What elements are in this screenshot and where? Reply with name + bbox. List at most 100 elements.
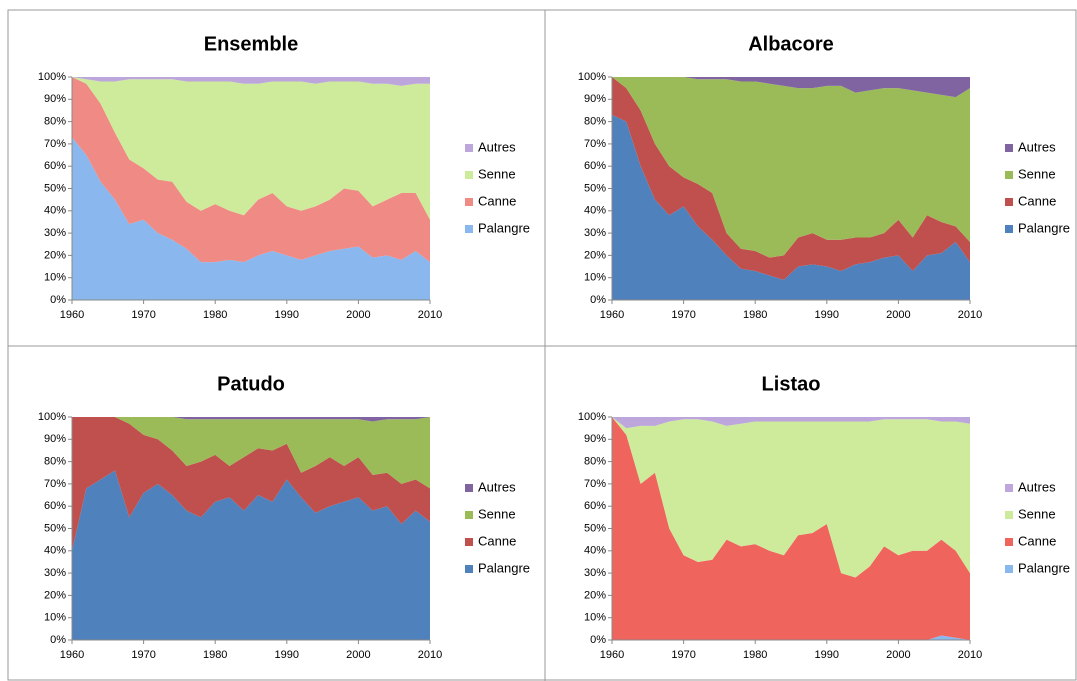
- legend-swatch: [465, 565, 473, 573]
- chart-title: Patudo: [217, 373, 285, 395]
- y-tick-label: 80%: [44, 116, 66, 128]
- x-tick-label: 2000: [346, 309, 370, 321]
- area: [612, 417, 970, 578]
- y-tick-label: 60%: [44, 160, 66, 172]
- x-tick-label: 2000: [886, 309, 910, 321]
- y-tick-label: 20%: [44, 589, 66, 601]
- legend-label: Canne: [478, 193, 516, 208]
- area: [612, 417, 970, 429]
- y-tick-label: 100%: [578, 71, 606, 83]
- legend-swatch: [1005, 144, 1013, 152]
- frame: [7, 9, 1077, 681]
- y-tick-label: 90%: [44, 93, 66, 105]
- area: [72, 470, 430, 640]
- legend-label: Autres: [478, 479, 516, 494]
- area: [72, 417, 430, 551]
- y-tick-label: 50%: [584, 522, 606, 534]
- y-tick-label: 100%: [38, 71, 66, 83]
- y-tick-label: 0%: [50, 294, 66, 306]
- y-tick-label: 30%: [44, 227, 66, 239]
- legend-swatch: [465, 484, 473, 492]
- y-tick-label: 10%: [584, 272, 606, 284]
- legend-swatch: [1005, 225, 1013, 233]
- y-tick-label: 30%: [584, 227, 606, 239]
- legend-label: Autres: [1018, 479, 1056, 494]
- legend-label: Palangre: [478, 220, 530, 235]
- x-tick-label: 2010: [958, 309, 982, 321]
- legend-label: Canne: [1018, 193, 1056, 208]
- x-tick-label: 1990: [275, 309, 299, 321]
- area: [612, 417, 970, 640]
- legend-label: Senne: [1018, 506, 1056, 521]
- y-tick-label: 60%: [44, 500, 66, 512]
- area: [72, 77, 430, 263]
- y-tick-label: 100%: [38, 411, 66, 423]
- x-tick-label: 1980: [203, 649, 227, 661]
- y-tick-label: 0%: [590, 634, 606, 646]
- chart-title: Albacore: [748, 33, 834, 55]
- x-tick-label: 1970: [131, 309, 155, 321]
- legend-label: Palangre: [1018, 560, 1070, 575]
- area: [72, 77, 430, 220]
- y-tick-label: 30%: [584, 567, 606, 579]
- area: [72, 77, 430, 86]
- chart-title: Ensemble: [204, 33, 298, 55]
- legend-swatch: [465, 144, 473, 152]
- y-tick-label: 80%: [584, 116, 606, 128]
- x-tick-label: 1970: [131, 649, 155, 661]
- x-tick-label: 1970: [671, 309, 695, 321]
- y-tick-label: 70%: [44, 138, 66, 150]
- x-tick-label: 2000: [346, 649, 370, 661]
- x-tick-label: 1990: [815, 309, 839, 321]
- y-tick-label: 50%: [44, 522, 66, 534]
- area: [72, 417, 430, 422]
- legend-label: Autres: [1018, 139, 1056, 154]
- x-tick-label: 2010: [958, 649, 982, 661]
- y-tick-label: 90%: [584, 93, 606, 105]
- x-tick-label: 1990: [275, 649, 299, 661]
- y-tick-label: 30%: [44, 567, 66, 579]
- legend-label: Palangre: [478, 560, 530, 575]
- legend-swatch: [1005, 198, 1013, 206]
- area: [612, 114, 970, 300]
- legend-swatch: [465, 538, 473, 546]
- legend-label: Senne: [478, 166, 516, 181]
- legend-swatch: [1005, 484, 1013, 492]
- legend-swatch: [465, 198, 473, 206]
- x-tick-label: 2010: [418, 649, 442, 661]
- y-tick-label: 20%: [584, 249, 606, 261]
- legend-swatch: [1005, 171, 1013, 179]
- y-tick-label: 100%: [578, 411, 606, 423]
- area: [612, 77, 970, 98]
- y-tick-label: 0%: [50, 634, 66, 646]
- x-tick-label: 1980: [743, 309, 767, 321]
- y-tick-label: 40%: [44, 205, 66, 217]
- legend-swatch: [465, 225, 473, 233]
- y-tick-label: 80%: [584, 456, 606, 468]
- x-tick-label: 1980: [203, 309, 227, 321]
- y-tick-label: 0%: [590, 294, 606, 306]
- y-tick-label: 50%: [44, 182, 66, 194]
- y-tick-label: 20%: [584, 589, 606, 601]
- y-tick-label: 10%: [44, 272, 66, 284]
- y-tick-label: 60%: [584, 160, 606, 172]
- area: [612, 77, 970, 258]
- y-tick-label: 40%: [584, 545, 606, 557]
- legend-label: Senne: [1018, 166, 1056, 181]
- legend-swatch: [465, 511, 473, 519]
- x-tick-label: 1990: [815, 649, 839, 661]
- x-tick-label: 1980: [743, 649, 767, 661]
- x-tick-label: 1960: [600, 309, 624, 321]
- y-tick-label: 40%: [584, 205, 606, 217]
- legend-swatch: [1005, 565, 1013, 573]
- legend-label: Autres: [478, 139, 516, 154]
- x-tick-label: 1960: [60, 649, 84, 661]
- y-tick-label: 40%: [44, 545, 66, 557]
- legend-label: Senne: [478, 506, 516, 521]
- legend-label: Canne: [1018, 533, 1056, 548]
- legend-swatch: [465, 171, 473, 179]
- x-tick-label: 1970: [671, 649, 695, 661]
- x-tick-label: 1960: [60, 309, 84, 321]
- y-tick-label: 60%: [584, 500, 606, 512]
